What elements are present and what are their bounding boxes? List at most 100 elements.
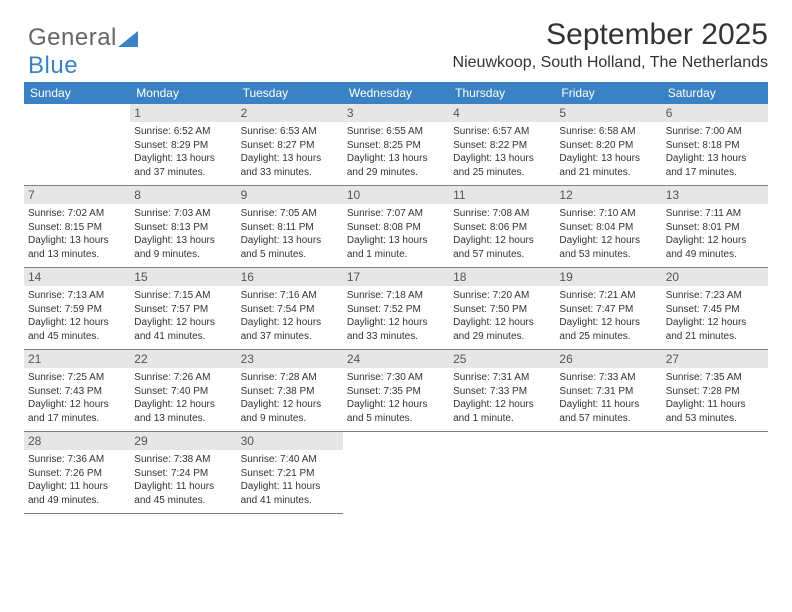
sunrise-line: Sunrise: 6:58 AM: [559, 125, 657, 139]
day-details: Sunrise: 7:15 AMSunset: 7:57 PMDaylight:…: [134, 289, 232, 343]
sunrise-line: Sunrise: 7:36 AM: [28, 453, 126, 467]
daylight-line: Daylight: 12 hours and 33 minutes.: [347, 316, 445, 343]
sunrise-line: Sunrise: 6:52 AM: [134, 125, 232, 139]
day-details: Sunrise: 7:03 AMSunset: 8:13 PMDaylight:…: [134, 207, 232, 261]
sunrise-line: Sunrise: 7:31 AM: [453, 371, 551, 385]
calendar-cell: 11 Sunrise: 7:08 AMSunset: 8:06 PMDayligh…: [449, 186, 555, 268]
dow-header-row: Sunday Monday Tuesday Wednesday Thursday…: [24, 82, 768, 104]
sunset-line: Sunset: 8:04 PM: [559, 221, 657, 235]
sunset-line: Sunset: 7:52 PM: [347, 303, 445, 317]
day-details: Sunrise: 7:26 AMSunset: 7:40 PMDaylight:…: [134, 371, 232, 425]
daylight-line: Daylight: 11 hours and 41 minutes.: [241, 480, 339, 507]
sunset-line: Sunset: 7:43 PM: [28, 385, 126, 399]
sunrise-line: Sunrise: 7:30 AM: [347, 371, 445, 385]
calendar-cell: 6Sunrise: 7:00 AMSunset: 8:18 PMDaylight…: [662, 104, 768, 186]
day-details: Sunrise: 6:53 AMSunset: 8:27 PMDaylight:…: [241, 125, 339, 179]
daylight-line: Daylight: 12 hours and 37 minutes.: [241, 316, 339, 343]
sunrise-line: Sunrise: 7:13 AM: [28, 289, 126, 303]
calendar-cell: [662, 432, 768, 514]
sunset-line: Sunset: 8:27 PM: [241, 139, 339, 153]
day-number: 22: [130, 350, 236, 368]
calendar-cell: 15 Sunrise: 7:15 AMSunset: 7:57 PMDayligh…: [130, 268, 236, 350]
logo-text-b: Blue: [28, 52, 78, 79]
day-details: Sunrise: 7:18 AMSunset: 7:52 PMDaylight:…: [347, 289, 445, 343]
daylight-line: Daylight: 13 hours and 1 minute.: [347, 234, 445, 261]
day-details: Sunrise: 6:57 AMSunset: 8:22 PMDaylight:…: [453, 125, 551, 179]
calendar-cell: 26Sunrise: 7:33 AMSunset: 7:31 PMDayligh…: [555, 350, 661, 432]
sunset-line: Sunset: 7:47 PM: [559, 303, 657, 317]
day-number: 13: [662, 186, 768, 204]
day-number: 10: [343, 186, 449, 204]
logo-triangle-icon: [118, 31, 138, 47]
day-number: 6: [662, 104, 768, 122]
dow-header: Monday: [130, 82, 236, 104]
calendar-cell: 22 Sunrise: 7:26 AMSunset: 7:40 PMDayligh…: [130, 350, 236, 432]
calendar-cell: 17Sunrise: 7:18 AMSunset: 7:52 PMDayligh…: [343, 268, 449, 350]
sunrise-line: Sunrise: 7:15 AM: [134, 289, 232, 303]
day-number: 25: [449, 350, 555, 368]
day-details: Sunrise: 7:21 AMSunset: 7:47 PMDaylight:…: [559, 289, 657, 343]
sunrise-line: Sunrise: 7:08 AM: [453, 207, 551, 221]
calendar-cell: 18 Sunrise: 7:20 AMSunset: 7:50 PMDayligh…: [449, 268, 555, 350]
sunset-line: Sunset: 8:29 PM: [134, 139, 232, 153]
day-details: Sunrise: 7:07 AMSunset: 8:08 PMDaylight:…: [347, 207, 445, 261]
dow-header: Friday: [555, 82, 661, 104]
day-number: 14: [24, 268, 130, 286]
sunset-line: Sunset: 7:40 PM: [134, 385, 232, 399]
sunset-line: Sunset: 7:31 PM: [559, 385, 657, 399]
sunset-line: Sunset: 8:06 PM: [453, 221, 551, 235]
sunrise-line: Sunrise: 7:07 AM: [347, 207, 445, 221]
day-details: Sunrise: 7:35 AMSunset: 7:28 PMDaylight:…: [666, 371, 764, 425]
sunset-line: Sunset: 7:54 PM: [241, 303, 339, 317]
dow-header: Wednesday: [343, 82, 449, 104]
daylight-line: Daylight: 13 hours and 13 minutes.: [28, 234, 126, 261]
calendar-cell: 4 Sunrise: 6:57 AMSunset: 8:22 PMDaylight…: [449, 104, 555, 186]
sunset-line: Sunset: 7:24 PM: [134, 467, 232, 481]
day-details: Sunrise: 7:28 AMSunset: 7:38 PMDaylight:…: [241, 371, 339, 425]
day-details: Sunrise: 7:33 AMSunset: 7:31 PMDaylight:…: [559, 371, 657, 425]
day-number: 18: [449, 268, 555, 286]
sunrise-line: Sunrise: 7:33 AM: [559, 371, 657, 385]
sunrise-line: Sunrise: 7:35 AM: [666, 371, 764, 385]
day-details: Sunrise: 7:10 AMSunset: 8:04 PMDaylight:…: [559, 207, 657, 261]
dow-header: Thursday: [449, 82, 555, 104]
sunset-line: Sunset: 8:22 PM: [453, 139, 551, 153]
sunrise-line: Sunrise: 7:25 AM: [28, 371, 126, 385]
sunrise-line: Sunrise: 7:02 AM: [28, 207, 126, 221]
calendar-cell: 1 Sunrise: 6:52 AMSunset: 8:29 PMDaylight…: [130, 104, 236, 186]
daylight-line: Daylight: 12 hours and 57 minutes.: [453, 234, 551, 261]
daylight-line: Daylight: 12 hours and 1 minute.: [453, 398, 551, 425]
sunrise-line: Sunrise: 7:40 AM: [241, 453, 339, 467]
sunset-line: Sunset: 7:38 PM: [241, 385, 339, 399]
daylight-line: Daylight: 13 hours and 37 minutes.: [134, 152, 232, 179]
calendar-cell: 25Sunrise: 7:31 AMSunset: 7:33 PMDayligh…: [449, 350, 555, 432]
sunrise-line: Sunrise: 7:26 AM: [134, 371, 232, 385]
day-details: Sunrise: 7:02 AMSunset: 8:15 PMDaylight:…: [28, 207, 126, 261]
day-details: Sunrise: 7:05 AMSunset: 8:11 PMDaylight:…: [241, 207, 339, 261]
daylight-line: Daylight: 12 hours and 49 minutes.: [666, 234, 764, 261]
calendar-cell: 23Sunrise: 7:28 AMSunset: 7:38 PMDayligh…: [237, 350, 343, 432]
daylight-line: Daylight: 11 hours and 49 minutes.: [28, 480, 126, 507]
calendar-cell: [449, 432, 555, 514]
sunrise-line: Sunrise: 7:11 AM: [666, 207, 764, 221]
sunrise-line: Sunrise: 7:38 AM: [134, 453, 232, 467]
calendar-cell: 28Sunrise: 7:36 AMSunset: 7:26 PMDayligh…: [24, 432, 130, 514]
dow-header: Saturday: [662, 82, 768, 104]
sunrise-line: Sunrise: 6:53 AM: [241, 125, 339, 139]
daylight-line: Daylight: 12 hours and 21 minutes.: [666, 316, 764, 343]
sunset-line: Sunset: 7:50 PM: [453, 303, 551, 317]
sunset-line: Sunset: 8:11 PM: [241, 221, 339, 235]
day-number: 1: [130, 104, 236, 122]
day-number: 11: [449, 186, 555, 204]
daylight-line: Daylight: 13 hours and 25 minutes.: [453, 152, 551, 179]
sunrise-line: Sunrise: 7:03 AM: [134, 207, 232, 221]
day-number: 15: [130, 268, 236, 286]
calendar-cell: 10 Sunrise: 7:07 AMSunset: 8:08 PMDayligh…: [343, 186, 449, 268]
sunrise-line: Sunrise: 7:23 AM: [666, 289, 764, 303]
day-number: 4: [449, 104, 555, 122]
day-number: 3: [343, 104, 449, 122]
daylight-line: Daylight: 12 hours and 25 minutes.: [559, 316, 657, 343]
day-number: 19: [555, 268, 661, 286]
day-details: Sunrise: 7:20 AMSunset: 7:50 PMDaylight:…: [453, 289, 551, 343]
daylight-line: Daylight: 12 hours and 45 minutes.: [28, 316, 126, 343]
